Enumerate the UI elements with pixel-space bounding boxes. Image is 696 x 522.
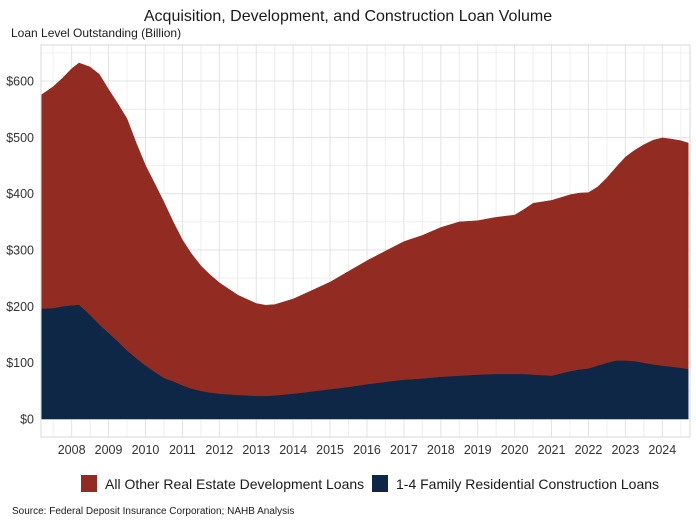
x-tick-label: 2024 — [648, 443, 676, 457]
legend-label-other-loans: All Other Real Estate Development Loans — [105, 476, 364, 492]
y-tick-label: $0 — [20, 412, 34, 426]
x-tick-label: 2020 — [501, 443, 529, 457]
x-tick-label: 2012 — [205, 443, 233, 457]
y-tick-label: $200 — [6, 300, 34, 314]
x-tick-label: 2009 — [95, 443, 123, 457]
y-axis-label: Loan Level Outstanding (Billion) — [11, 26, 181, 40]
legend-swatch-other-loans — [81, 475, 97, 492]
x-tick-label: 2017 — [390, 443, 418, 457]
x-tick-label: 2021 — [538, 443, 566, 457]
y-tick-label: $300 — [6, 244, 34, 258]
y-tick-label: $600 — [6, 75, 34, 89]
y-tick-label: $100 — [6, 356, 34, 370]
x-tick-label: 2008 — [58, 443, 86, 457]
x-tick-label: 2018 — [427, 443, 455, 457]
y-axis-ticks: $0 $100 $200 $300 $400 $500 $600 — [6, 75, 34, 427]
y-tick-label: $400 — [6, 187, 34, 201]
x-tick-label: 2016 — [353, 443, 381, 457]
x-axis-ticks: 2008 2009 2010 2011 2012 2013 2014 2015 2016 2017… — [58, 443, 677, 457]
x-tick-label: 2015 — [316, 443, 344, 457]
x-tick-label: 2014 — [279, 443, 307, 457]
legend: All Other Real Estate Development Loans … — [81, 475, 659, 492]
x-tick-label: 2019 — [464, 443, 492, 457]
plot-border — [40, 44, 691, 438]
x-tick-label: 2011 — [169, 443, 196, 457]
x-tick-label: 2013 — [242, 443, 270, 457]
areas — [40, 62, 689, 420]
x-tick-label: 2022 — [575, 443, 603, 457]
chart-title: Acquisition, Development, and Constructi… — [144, 8, 552, 25]
source-note: Source: Federal Deposit Insurance Corpor… — [12, 506, 294, 517]
x-tick-label: 2010 — [132, 443, 160, 457]
x-tick-label: 2023 — [611, 443, 639, 457]
legend-label-family-residential: 1-4 Family Residential Construction Loan… — [396, 476, 659, 492]
area-all-other-real-estate-development-loans — [40, 62, 689, 397]
legend-swatch-family-residential — [372, 475, 388, 492]
y-tick-label: $500 — [6, 131, 34, 145]
